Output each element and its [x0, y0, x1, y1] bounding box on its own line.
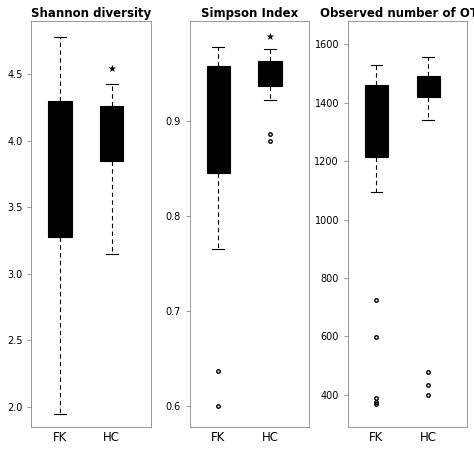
PathPatch shape [365, 85, 388, 157]
PathPatch shape [48, 101, 72, 237]
Text: ★: ★ [265, 32, 274, 42]
PathPatch shape [207, 66, 230, 173]
Title: Shannon diversity: Shannon diversity [31, 7, 151, 20]
Title: Simpson Index: Simpson Index [201, 7, 298, 20]
PathPatch shape [100, 106, 123, 161]
PathPatch shape [417, 76, 440, 97]
Text: ★: ★ [107, 64, 116, 74]
Title: Observed number of OTUs: Observed number of OTUs [320, 7, 474, 20]
PathPatch shape [258, 61, 282, 86]
